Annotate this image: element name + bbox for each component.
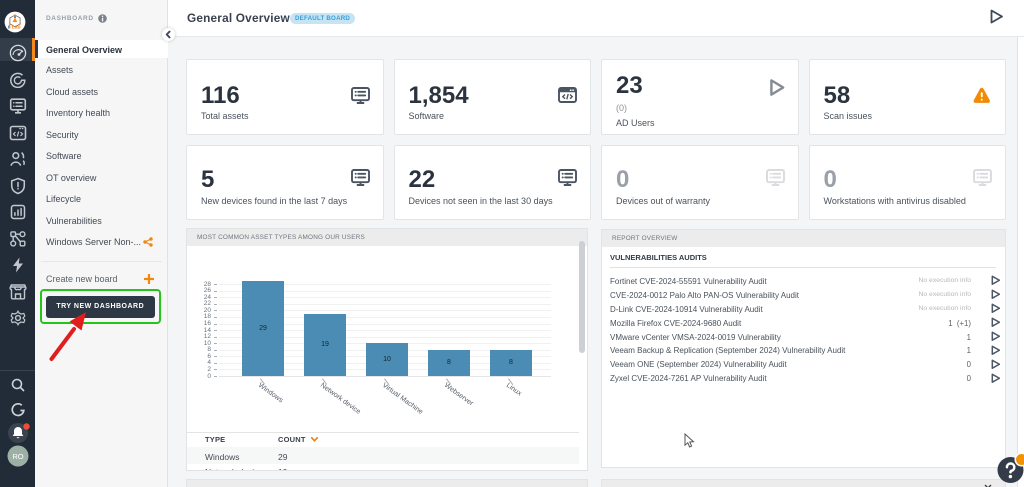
svg-text:Lab: Lab xyxy=(11,24,20,30)
svg-text:ıl: ıl xyxy=(7,24,10,30)
svg-text:RO: RO xyxy=(12,452,23,461)
